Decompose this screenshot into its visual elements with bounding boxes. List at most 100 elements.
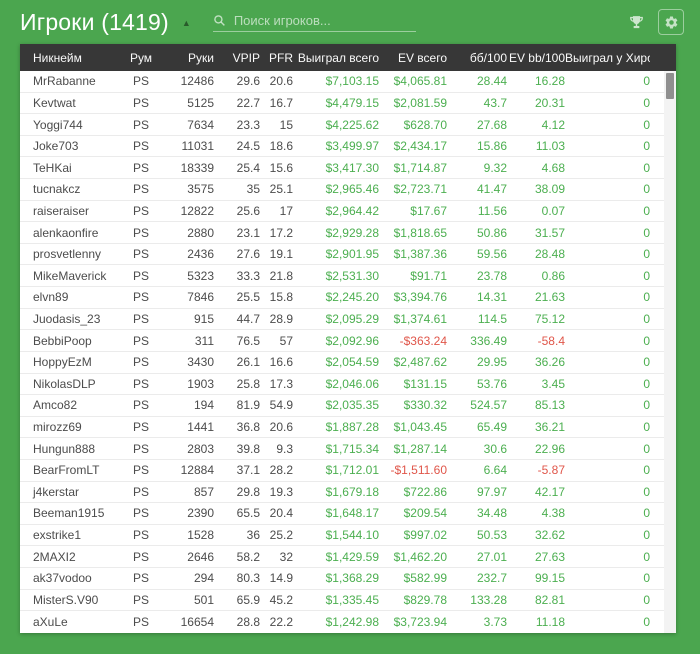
- cell-vpip: 26.1: [236, 355, 260, 370]
- table-row[interactable]: j4kerstar PS 857 29.8 19.3 $1,679.18 $72…: [20, 481, 676, 504]
- column-header-won-total[interactable]: ↓ Выиграл всего: [293, 51, 379, 65]
- players-title-dropdown[interactable]: Игроки (1419) ▲: [20, 9, 191, 36]
- vertical-scrollbar[interactable]: [664, 71, 676, 633]
- table-row[interactable]: ak37vodoo PS 294 80.3 14.9 $1,368.29 $58…: [20, 568, 676, 590]
- cell-won-total: $1,368.29: [325, 571, 379, 586]
- cell-nickname: Hungun888: [33, 441, 96, 456]
- cell-bb100: 50.86: [476, 225, 507, 240]
- table-row[interactable]: NikolasDLP PS 1903 25.8 17.3 $2,046.06 $…: [20, 373, 676, 396]
- cell-room: PS: [132, 203, 149, 218]
- cell-ev-bb100: 99.15: [534, 571, 565, 586]
- cell-hands: 501: [193, 592, 214, 607]
- table-row[interactable]: TeHKai PS 18339 25.4 15.6 $3,417.30 $1,7…: [20, 157, 676, 180]
- page-title: Игроки (1419): [20, 8, 169, 35]
- cell-won-vs-hero: 0: [643, 74, 650, 89]
- cell-won-total: $2,046.06: [325, 376, 379, 391]
- cell-room: PS: [132, 247, 149, 262]
- table-row[interactable]: Yoggi744 PS 7634 23.3 15 $4,225.62 $628.…: [20, 114, 676, 136]
- cell-won-total: $1,544.10: [325, 528, 379, 543]
- cell-hands: 5125: [187, 95, 214, 110]
- cell-ev-total: $1,462.20: [393, 549, 447, 564]
- cell-ev-bb100: 11.18: [535, 615, 565, 630]
- column-header-vpip[interactable]: VPIP: [232, 50, 260, 65]
- cell-pfr: 17.3: [269, 376, 293, 391]
- table-row[interactable]: raiseraiser PS 12822 25.6 17 $2,964.42 $…: [20, 200, 676, 223]
- table-row[interactable]: elvn89 PS 7846 25.5 15.8 $2,245.20 $3,39…: [20, 287, 676, 309]
- table-row[interactable]: Juodasis_23 PS 915 44.7 28.9 $2,095.29 $…: [20, 308, 676, 331]
- cell-room: PS: [132, 592, 149, 607]
- cell-ev-total: -$363.24: [399, 333, 447, 348]
- cell-bb100: 34.48: [476, 506, 507, 521]
- cell-ev-bb100: 11.03: [535, 139, 565, 154]
- table-row[interactable]: BearFromLT PS 12884 37.1 28.2 $1,712.01 …: [20, 459, 676, 482]
- cell-won-total: $2,531.30: [325, 268, 379, 283]
- cell-ev-total: $1,387.36: [393, 247, 447, 262]
- column-header-ev-total[interactable]: EV всего: [397, 50, 447, 65]
- cell-room: PS: [132, 225, 149, 240]
- cell-bb100: 9.32: [483, 160, 507, 175]
- column-header-nickname[interactable]: Никнейм: [33, 50, 82, 65]
- table-row[interactable]: MikeMaverick PS 5323 33.3 21.8 $2,531.30…: [20, 265, 676, 288]
- cell-room: PS: [132, 571, 149, 586]
- cell-vpip: 35: [246, 182, 260, 197]
- trophy-button[interactable]: [623, 9, 649, 35]
- cell-won-total: $3,499.97: [325, 139, 379, 154]
- cell-pfr: 15.6: [269, 160, 293, 175]
- cell-bb100: 15.86: [476, 139, 507, 154]
- cell-ev-bb100: 36.21: [534, 420, 565, 435]
- cell-pfr: 9.3: [276, 441, 293, 456]
- cell-pfr: 15: [279, 117, 293, 132]
- cell-hands: 11031: [181, 139, 214, 154]
- cell-pfr: 17.2: [269, 225, 293, 240]
- table-row[interactable]: alenkaonfire PS 2880 23.1 17.2 $2,929.28…: [20, 222, 676, 244]
- cell-won-total: $1,648.17: [325, 506, 379, 521]
- player-search[interactable]: [212, 12, 416, 32]
- cell-room: PS: [132, 333, 149, 348]
- table-row[interactable]: exstrike1 PS 1528 36 25.2 $1,544.10 $997…: [20, 524, 676, 547]
- cell-ev-total: $91.71: [410, 268, 447, 283]
- column-header-ev-bb100[interactable]: EV bb/100: [508, 50, 565, 65]
- table-row[interactable]: Joke703 PS 11031 24.5 18.6 $3,499.97 $2,…: [20, 135, 676, 158]
- table-row[interactable]: 2MAXI2 PS 2646 58.2 32 $1,429.59 $1,462.…: [20, 546, 676, 569]
- cell-ev-total: $3,394.76: [393, 290, 447, 305]
- table-row[interactable]: aXuLe PS 16654 28.8 22.2 $1,242.98 $3,72…: [20, 611, 676, 633]
- cell-room: PS: [132, 484, 149, 499]
- table-row[interactable]: Amco82 PS 194 81.9 54.9 $2,035.35 $330.3…: [20, 395, 676, 417]
- cell-ev-bb100: 38.09: [534, 182, 565, 197]
- cell-hands: 1441: [187, 420, 214, 435]
- table-row[interactable]: prosvetlenny PS 2436 27.6 19.1 $2,901.95…: [20, 243, 676, 266]
- table-row[interactable]: MisterS.V90 PS 501 65.9 45.2 $1,335.45 $…: [20, 589, 676, 612]
- scrollbar-thumb[interactable]: [666, 73, 674, 99]
- cell-bb100: 336.49: [470, 333, 507, 348]
- column-header-room[interactable]: Рум: [129, 50, 153, 65]
- table-row[interactable]: tucnakcz PS 3575 35 25.1 $2,965.46 $2,72…: [20, 179, 676, 201]
- cell-nickname: mirozz69: [33, 420, 82, 435]
- cell-bb100: 30.6: [483, 441, 507, 456]
- cell-nickname: Joke703: [33, 139, 79, 154]
- table-row[interactable]: mirozz69 PS 1441 36.8 20.6 $1,887.28 $1,…: [20, 416, 676, 439]
- column-header-bb100[interactable]: бб/100: [469, 50, 507, 65]
- cell-pfr: 28.9: [269, 312, 293, 326]
- table-row[interactable]: Hungun888 PS 2803 39.8 9.3 $1,715.34 $1,…: [20, 438, 676, 460]
- cell-ev-total: $209.54: [403, 506, 447, 521]
- cell-vpip: 27.6: [236, 247, 260, 262]
- cell-won-total: $2,901.95: [325, 247, 379, 262]
- table-row[interactable]: Kevtwat PS 5125 22.7 16.7 $4,479.15 $2,0…: [20, 92, 676, 115]
- cell-vpip: 29.6: [236, 74, 260, 89]
- table-row[interactable]: HoppyEzM PS 3430 26.1 16.6 $2,054.59 $2,…: [20, 351, 676, 374]
- cell-nickname: tucnakcz: [33, 182, 81, 197]
- cell-hands: 7634: [187, 117, 214, 132]
- table-row[interactable]: BebbiPoop PS 311 76.5 57 $2,092.96 -$363…: [20, 330, 676, 352]
- cell-won-total: $1,429.59: [325, 549, 379, 564]
- cell-nickname: exstrike1: [33, 528, 82, 543]
- cell-won-vs-hero: 0: [643, 182, 650, 197]
- table-row[interactable]: Beeman1915 PS 2390 65.5 20.4 $1,648.17 $…: [20, 503, 676, 525]
- table-row[interactable]: MrRabanne PS 12486 29.6 20.6 $7,103.15 $…: [20, 71, 676, 93]
- settings-button[interactable]: [658, 9, 684, 35]
- cell-hands: 3430: [187, 355, 214, 370]
- search-input[interactable]: [233, 12, 416, 28]
- column-header-hands[interactable]: Руки: [188, 50, 214, 65]
- column-header-pfr[interactable]: PFR: [269, 50, 293, 65]
- column-header-won-vs-hero[interactable]: Выиграл у Хиро: [565, 50, 650, 65]
- cell-nickname: ak37vodoo: [33, 571, 92, 586]
